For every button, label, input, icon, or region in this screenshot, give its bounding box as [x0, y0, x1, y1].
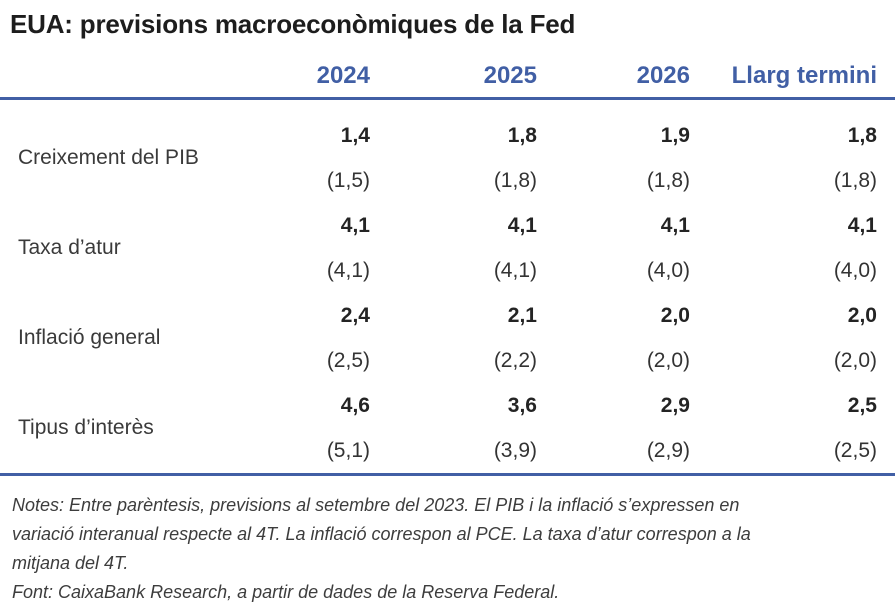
- value-cell: 3,6: [507, 393, 537, 417]
- previous-value-cell: (2,5): [833, 438, 877, 462]
- column-header-2025: 2025: [483, 62, 537, 89]
- previous-value-cell: (2,0): [646, 348, 690, 372]
- row-label-interest-rate: Tipus d’interès: [18, 416, 154, 439]
- value-cell: 2,5: [847, 393, 877, 417]
- notes-line: Notes: Entre parèntesis, previsions al s…: [12, 495, 740, 515]
- previous-value-cell: (1,5): [326, 168, 370, 192]
- forecast-table: Creixement del PIB 1,4 1,8 1,9 1,8 (1,5)…: [0, 100, 895, 476]
- previous-value-cell: (5,1): [326, 438, 370, 462]
- row-label-headline-inflation: Inflació general: [18, 326, 161, 349]
- previous-value-cell: (2,5): [326, 348, 370, 372]
- value-cell: 2,0: [660, 303, 690, 327]
- corner-cell: [0, 62, 270, 97]
- previous-value-cell: (1,8): [493, 168, 537, 192]
- previous-value-cell: (2,9): [646, 438, 690, 462]
- value-cell: 1,8: [507, 123, 537, 147]
- figure-title: EUA: previsions macroeconòmiques de la F…: [10, 9, 576, 39]
- column-header-long-term: Llarg termini: [731, 62, 877, 89]
- value-cell: 2,9: [660, 393, 690, 417]
- previous-value-cell: (2,0): [833, 348, 877, 372]
- column-header-2026: 2026: [636, 62, 690, 89]
- value-cell: 2,0: [847, 303, 877, 327]
- column-header-2024: 2024: [316, 62, 370, 89]
- row-label-gdp-growth: Creixement del PIB: [18, 146, 199, 169]
- value-cell: 4,1: [660, 213, 690, 237]
- value-cell: 4,1: [847, 213, 877, 237]
- value-cell: 2,1: [507, 303, 537, 327]
- previous-value-cell: (4,0): [646, 258, 690, 282]
- value-cell: 4,1: [340, 213, 370, 237]
- value-cell: 2,4: [340, 303, 370, 327]
- notes-block: Notes: Entre parèntesis, previsions al s…: [12, 491, 877, 607]
- previous-value-cell: (2,2): [493, 348, 537, 372]
- value-cell: 4,6: [340, 393, 370, 417]
- previous-value-cell: (4,1): [493, 258, 537, 282]
- value-cell: 4,1: [507, 213, 537, 237]
- previous-value-cell: (1,8): [646, 168, 690, 192]
- notes-line: mitjana del 4T.: [12, 553, 129, 573]
- row-label-unemployment: Taxa d’atur: [18, 236, 121, 259]
- source-line: Font: CaixaBank Research, a partir de da…: [12, 582, 560, 602]
- notes-line: variació interanual respecte al 4T. La i…: [12, 524, 751, 544]
- value-cell: 1,8: [847, 123, 877, 147]
- table-header-row: 2024 2025 2026 Llarg termini: [0, 42, 895, 100]
- previous-value-cell: (1,8): [833, 168, 877, 192]
- value-cell: 1,4: [340, 123, 370, 147]
- previous-value-cell: (3,9): [493, 438, 537, 462]
- previous-value-cell: (4,0): [833, 258, 877, 282]
- value-cell: 1,9: [660, 123, 690, 147]
- previous-value-cell: (4,1): [326, 258, 370, 282]
